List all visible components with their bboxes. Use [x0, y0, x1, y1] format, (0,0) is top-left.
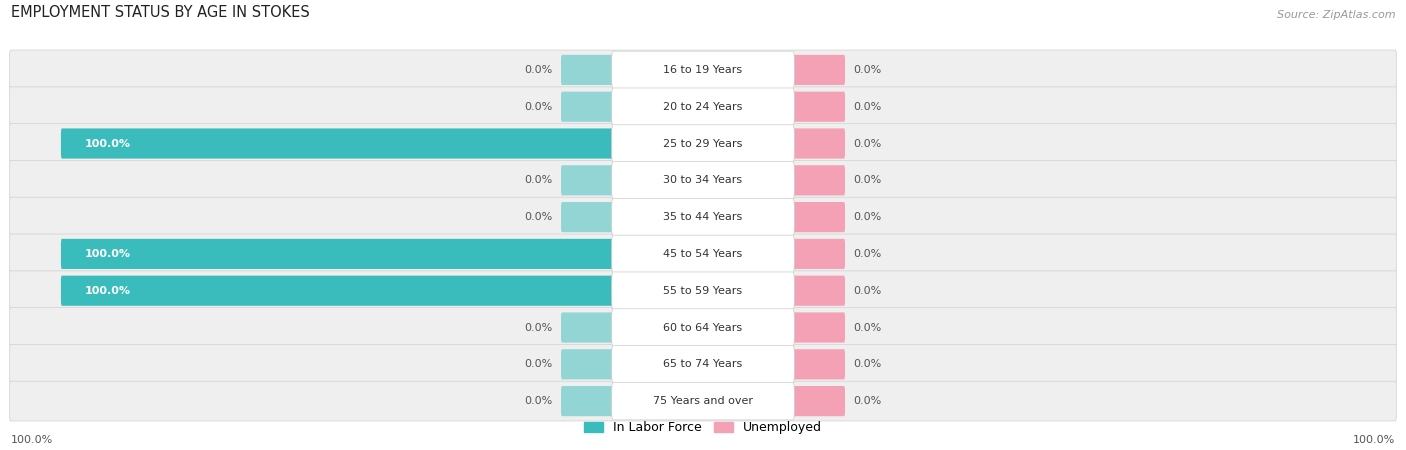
Text: 25 to 29 Years: 25 to 29 Years	[664, 139, 742, 148]
Text: 20 to 24 Years: 20 to 24 Years	[664, 102, 742, 112]
Text: EMPLOYMENT STATUS BY AGE IN STOKES: EMPLOYMENT STATUS BY AGE IN STOKES	[11, 5, 309, 20]
Text: 100.0%: 100.0%	[84, 286, 131, 296]
FancyBboxPatch shape	[10, 124, 1396, 163]
FancyBboxPatch shape	[792, 239, 845, 269]
FancyBboxPatch shape	[561, 312, 614, 342]
Text: 0.0%: 0.0%	[524, 212, 553, 222]
Text: 0.0%: 0.0%	[524, 323, 553, 333]
Text: 100.0%: 100.0%	[84, 139, 131, 148]
FancyBboxPatch shape	[612, 125, 794, 162]
Text: 65 to 74 Years: 65 to 74 Years	[664, 359, 742, 369]
Text: 100.0%: 100.0%	[11, 435, 53, 445]
Text: 0.0%: 0.0%	[853, 176, 882, 185]
FancyBboxPatch shape	[792, 128, 845, 158]
Text: 0.0%: 0.0%	[524, 176, 553, 185]
FancyBboxPatch shape	[60, 239, 614, 269]
FancyBboxPatch shape	[612, 382, 794, 420]
FancyBboxPatch shape	[612, 198, 794, 236]
FancyBboxPatch shape	[792, 165, 845, 195]
FancyBboxPatch shape	[60, 128, 614, 158]
FancyBboxPatch shape	[612, 51, 794, 89]
FancyBboxPatch shape	[561, 386, 614, 416]
Text: 100.0%: 100.0%	[1353, 435, 1395, 445]
FancyBboxPatch shape	[561, 92, 614, 122]
FancyBboxPatch shape	[612, 235, 794, 273]
FancyBboxPatch shape	[612, 272, 794, 310]
FancyBboxPatch shape	[10, 308, 1396, 347]
FancyBboxPatch shape	[561, 202, 614, 232]
FancyBboxPatch shape	[612, 346, 794, 383]
FancyBboxPatch shape	[10, 197, 1396, 237]
Text: 16 to 19 Years: 16 to 19 Years	[664, 65, 742, 75]
FancyBboxPatch shape	[60, 276, 614, 306]
Legend: In Labor Force, Unemployed: In Labor Force, Unemployed	[579, 416, 827, 439]
Text: 0.0%: 0.0%	[853, 212, 882, 222]
FancyBboxPatch shape	[792, 386, 845, 416]
Text: 60 to 64 Years: 60 to 64 Years	[664, 323, 742, 333]
FancyBboxPatch shape	[612, 162, 794, 199]
Text: 0.0%: 0.0%	[524, 65, 553, 75]
Text: 0.0%: 0.0%	[853, 65, 882, 75]
FancyBboxPatch shape	[10, 234, 1396, 274]
Text: 75 Years and over: 75 Years and over	[652, 396, 754, 406]
FancyBboxPatch shape	[10, 50, 1396, 90]
FancyBboxPatch shape	[561, 165, 614, 195]
Text: 0.0%: 0.0%	[853, 359, 882, 369]
Text: 0.0%: 0.0%	[853, 323, 882, 333]
FancyBboxPatch shape	[10, 271, 1396, 310]
Text: 100.0%: 100.0%	[84, 249, 131, 259]
Text: 0.0%: 0.0%	[524, 359, 553, 369]
Text: 0.0%: 0.0%	[524, 102, 553, 112]
FancyBboxPatch shape	[792, 55, 845, 85]
FancyBboxPatch shape	[792, 349, 845, 379]
Text: 45 to 54 Years: 45 to 54 Years	[664, 249, 742, 259]
FancyBboxPatch shape	[792, 312, 845, 342]
FancyBboxPatch shape	[561, 349, 614, 379]
FancyBboxPatch shape	[612, 88, 794, 126]
Text: 30 to 34 Years: 30 to 34 Years	[664, 176, 742, 185]
Text: 0.0%: 0.0%	[853, 286, 882, 296]
Text: 0.0%: 0.0%	[853, 249, 882, 259]
FancyBboxPatch shape	[612, 309, 794, 346]
FancyBboxPatch shape	[10, 161, 1396, 200]
FancyBboxPatch shape	[10, 344, 1396, 384]
FancyBboxPatch shape	[792, 92, 845, 122]
Text: 0.0%: 0.0%	[524, 396, 553, 406]
Text: 0.0%: 0.0%	[853, 139, 882, 148]
FancyBboxPatch shape	[561, 55, 614, 85]
Text: Source: ZipAtlas.com: Source: ZipAtlas.com	[1277, 10, 1395, 20]
FancyBboxPatch shape	[10, 87, 1396, 126]
Text: 55 to 59 Years: 55 to 59 Years	[664, 286, 742, 296]
FancyBboxPatch shape	[792, 276, 845, 306]
Text: 0.0%: 0.0%	[853, 102, 882, 112]
Text: 0.0%: 0.0%	[853, 396, 882, 406]
Text: 35 to 44 Years: 35 to 44 Years	[664, 212, 742, 222]
FancyBboxPatch shape	[792, 202, 845, 232]
FancyBboxPatch shape	[10, 381, 1396, 421]
